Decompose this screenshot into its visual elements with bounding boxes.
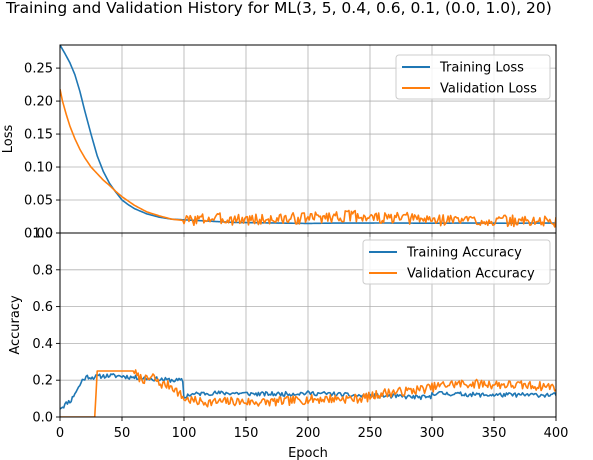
y-tick-label: 0.20 — [24, 95, 53, 110]
accuracy-plot: 0.0 0.2 0.4 0.6 0.8 1.0 0 50 100 150 200 250 300 350 4… — [8, 227, 568, 460]
legend-label: Training Loss — [439, 61, 524, 76]
y-tick-label: 0.0 — [32, 411, 53, 426]
legend-label: Validation Accuracy — [407, 267, 535, 282]
x-tick-label: 350 — [482, 426, 507, 441]
y-tick-label: 0.00 — [24, 227, 53, 242]
x-tick-label: 300 — [420, 426, 445, 441]
x-tick-label: 100 — [172, 426, 197, 441]
y-axis-label: Accuracy — [8, 295, 23, 355]
legend — [362, 239, 551, 285]
loss-plot: 0.00 0.05 0.10 0.15 0.20 0.25 Loss Training Los… — [1, 44, 557, 242]
y-tick-label: 0.2 — [32, 374, 53, 389]
legend-label: Training Accuracy — [406, 246, 522, 261]
series-line-validation-loss — [60, 89, 556, 228]
y-tick-label: 0.4 — [32, 337, 53, 352]
x-tick-label: 200 — [296, 426, 321, 441]
y-axis-label: Loss — [1, 125, 16, 154]
legend-label: Validation Loss — [440, 82, 537, 97]
y-tick-label: 0.8 — [32, 263, 53, 278]
series-line-training-loss — [60, 45, 556, 225]
y-tick-label: 1.0 — [32, 227, 53, 242]
y-tick-label: 0.25 — [24, 62, 53, 77]
y-tick-label: 0.6 — [32, 300, 53, 315]
x-tick-label: 250 — [358, 426, 383, 441]
x-tick-label: 150 — [234, 426, 259, 441]
x-axis-label: Epoch — [288, 446, 328, 460]
x-tick-label: 400 — [544, 426, 569, 441]
x-tick-label: 50 — [114, 426, 131, 441]
y-tick-label: 0.10 — [24, 161, 53, 176]
y-tick-label: 0.05 — [24, 194, 53, 209]
y-tick-label: 0.15 — [24, 128, 53, 143]
series-line-training-accuracy — [60, 373, 556, 410]
figure-title: Training and Validation History for ML(3… — [5, 0, 552, 17]
series-line-validation-accuracy — [60, 369, 556, 417]
x-tick-label: 0 — [56, 426, 64, 441]
legend — [395, 54, 551, 100]
